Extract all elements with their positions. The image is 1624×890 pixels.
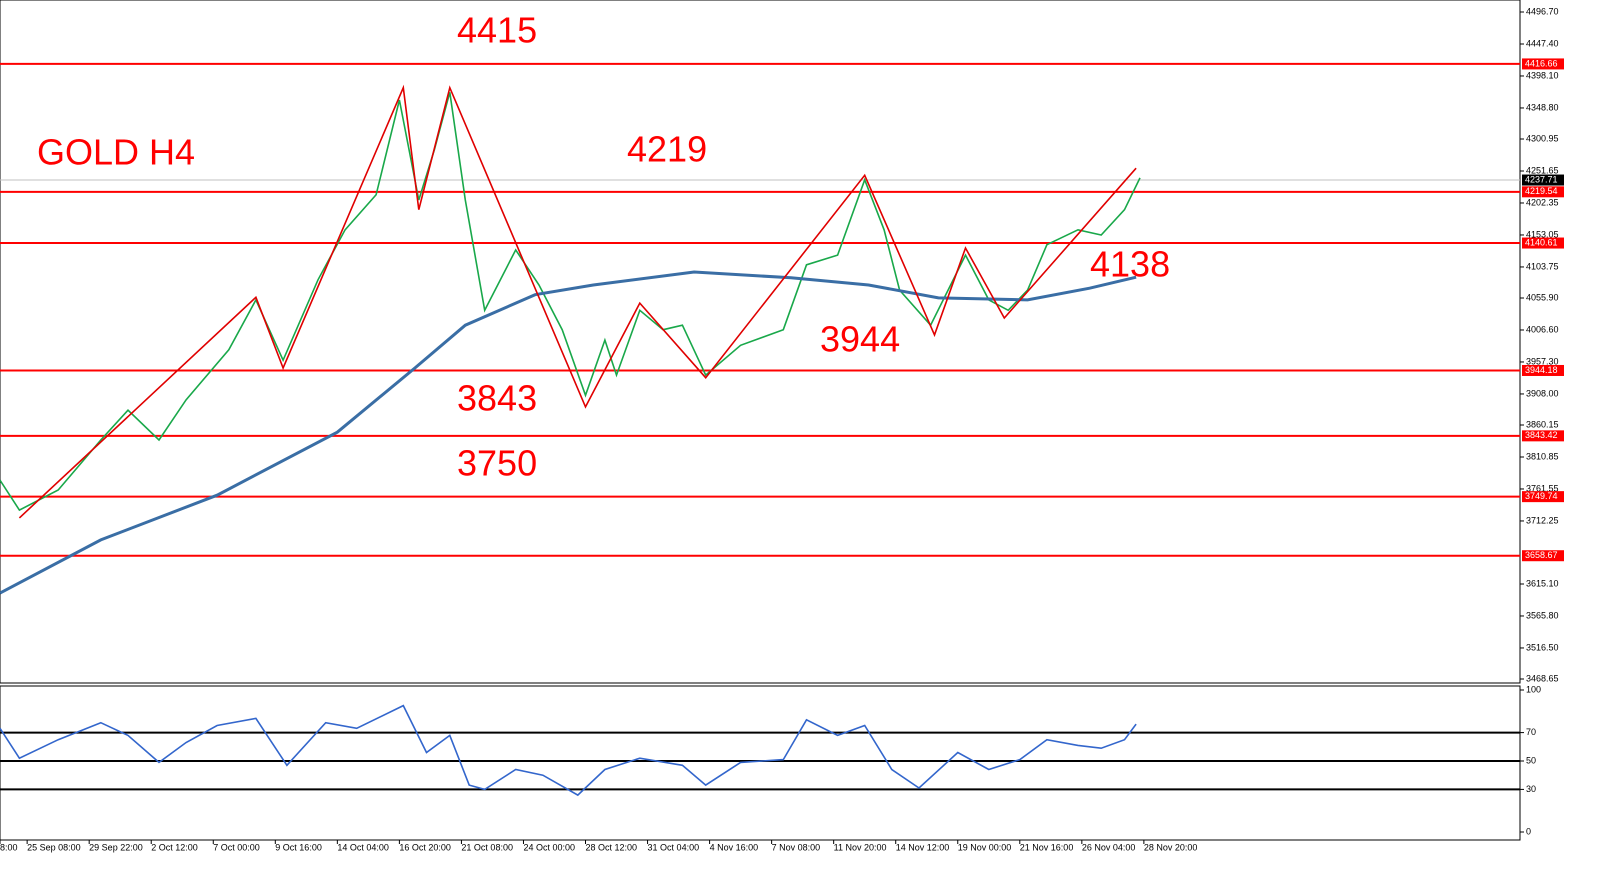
x-tick-label: 28 Oct 12:00 <box>586 842 638 852</box>
x-tick-label: 16 Oct 20:00 <box>399 842 451 852</box>
x-tick-label: 19 Nov 00:00 <box>958 842 1012 852</box>
y-tick-label: 4006.60 <box>1526 324 1559 334</box>
annotation: 3750 <box>457 443 537 484</box>
level-tag <box>1522 364 1564 376</box>
annotation: 3843 <box>457 378 537 419</box>
x-tick-label: 29 Sep 22:00 <box>89 842 143 852</box>
x-tick-label: 4 Nov 16:00 <box>710 842 759 852</box>
y-tick-label: 4251.65 <box>1526 165 1559 175</box>
level-tag-label: 4140.61 <box>1525 237 1558 247</box>
current-price-label: 4237.71 <box>1525 174 1558 184</box>
x-tick-label: 14 Nov 12:00 <box>896 842 950 852</box>
level-tag-label: 3658.67 <box>1525 550 1558 560</box>
y-tick-label: 3712.25 <box>1526 515 1559 525</box>
x-tick-label: 2 Oct 12:00 <box>151 842 198 852</box>
level-tag-label: 4219.54 <box>1525 186 1558 196</box>
price-panel-frame <box>0 0 1521 684</box>
level-tag <box>1522 430 1564 442</box>
annotation: 4138 <box>1090 244 1170 285</box>
x-tick-label: 28 Nov 20:00 <box>1144 842 1198 852</box>
level-tag <box>1522 491 1564 503</box>
y-tick-label: 3565.80 <box>1526 610 1559 620</box>
y-tick-label: 50 <box>1526 755 1536 765</box>
y-tick-label: 4103.75 <box>1526 261 1559 271</box>
y-tick-label: 100 <box>1526 684 1541 694</box>
level-tag <box>1522 237 1564 249</box>
level-tag-label: 3944.18 <box>1525 365 1558 375</box>
y-tick-label: 0 <box>1526 826 1531 836</box>
x-tick-label: 21 Oct 08:00 <box>461 842 513 852</box>
current-price-tag <box>1522 174 1564 186</box>
x-tick-label: 8:00 <box>0 842 18 852</box>
x-tick-label: 26 Nov 04:00 <box>1082 842 1136 852</box>
y-tick-label: 30 <box>1526 784 1536 794</box>
y-tick-label: 4055.90 <box>1526 292 1559 302</box>
x-tick-label: 7 Oct 00:00 <box>213 842 260 852</box>
series-line <box>18 84 1137 519</box>
y-tick-label: 70 <box>1526 727 1536 737</box>
x-tick-label: 25 Sep 08:00 <box>27 842 81 852</box>
y-tick-label: 4447.40 <box>1526 38 1559 48</box>
series-line <box>0 704 1137 797</box>
y-tick-label: 4153.05 <box>1526 229 1559 239</box>
y-tick-label: 3615.10 <box>1526 578 1559 588</box>
y-tick-label: 4300.95 <box>1526 133 1559 143</box>
x-tick-label: 7 Nov 08:00 <box>772 842 821 852</box>
chart-title: GOLD H4 <box>37 132 195 173</box>
annotation: 4415 <box>457 10 537 51</box>
x-tick-label: 31 Oct 04:00 <box>648 842 700 852</box>
y-tick-label: 3908.00 <box>1526 388 1559 398</box>
y-tick-label: 4398.10 <box>1526 70 1559 80</box>
rsi-panel-frame <box>0 685 1521 841</box>
y-tick-label: 4202.35 <box>1526 197 1559 207</box>
y-tick-label: 3810.85 <box>1526 451 1559 461</box>
y-tick-label: 3761.55 <box>1526 483 1559 493</box>
x-tick-label: 24 Oct 00:00 <box>523 842 575 852</box>
level-tag <box>1522 186 1564 198</box>
x-tick-label: 9 Oct 16:00 <box>275 842 322 852</box>
y-tick-label: 4348.80 <box>1526 102 1559 112</box>
series-line <box>0 270 1137 595</box>
y-tick-label: 3516.50 <box>1526 642 1559 652</box>
level-tag-label: 3749.74 <box>1525 491 1558 501</box>
y-tick-label: 3957.30 <box>1526 356 1559 366</box>
x-tick-label: 14 Oct 04:00 <box>337 842 389 852</box>
series-line <box>0 92 1141 512</box>
x-tick-label: 11 Nov 20:00 <box>834 842 887 852</box>
annotation: 3944 <box>820 319 900 360</box>
annotation: 4219 <box>627 129 707 170</box>
y-tick-label: 3860.15 <box>1526 419 1559 429</box>
level-tag-label: 4416.66 <box>1525 58 1558 68</box>
level-tag <box>1522 550 1564 562</box>
level-tag <box>1522 58 1564 70</box>
y-tick-label: 3468.65 <box>1526 673 1559 683</box>
y-tick-label: 4496.70 <box>1526 6 1559 16</box>
x-tick-label: 21 Nov 16:00 <box>1020 842 1074 852</box>
level-tag-label: 3843.42 <box>1525 430 1558 440</box>
